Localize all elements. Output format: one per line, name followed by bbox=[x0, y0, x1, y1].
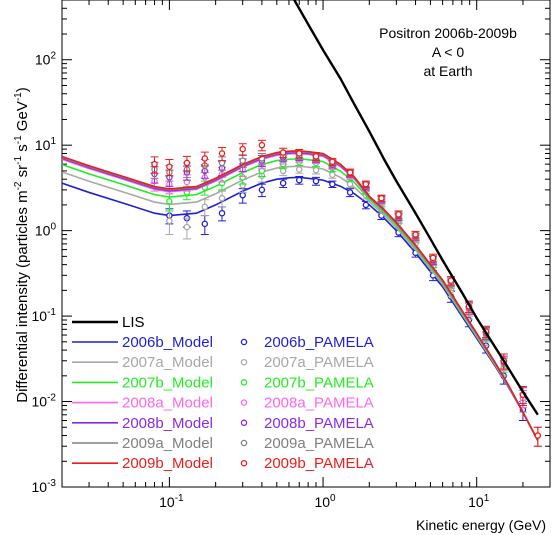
legend-data-label: 2009b_PAMELA bbox=[264, 455, 374, 472]
data-point-2007a bbox=[312, 166, 320, 174]
annotation: Positron 2006b-2009b A < 0 at Earth bbox=[379, 25, 517, 79]
legend-data-marker bbox=[240, 338, 248, 346]
data-point-2009b bbox=[183, 159, 191, 167]
data-point-2007a bbox=[329, 171, 336, 179]
data-point-2009b bbox=[429, 254, 437, 262]
lis-curve bbox=[293, 0, 539, 416]
annotation-line-1: Positron 2006b-2009b bbox=[379, 25, 517, 41]
data-point-2009b bbox=[378, 194, 385, 202]
data-point-2007a bbox=[201, 203, 209, 211]
legend-data-label: 2007a_PAMELA bbox=[264, 354, 374, 371]
x-axis-label: Kinetic energy (GeV) bbox=[416, 517, 546, 533]
data-point-2009b bbox=[329, 158, 336, 165]
data-point-2009b bbox=[239, 145, 246, 153]
data-point-2009b bbox=[258, 141, 266, 149]
legend-model-label: 2007a_Model bbox=[122, 354, 213, 371]
data-point-2007a bbox=[295, 166, 303, 173]
legend-data-marker bbox=[240, 399, 248, 406]
data-point-2009b bbox=[362, 180, 370, 188]
legend-data-marker bbox=[240, 459, 248, 467]
legend-data-marker bbox=[240, 379, 248, 386]
legend-model-label: 2009b_Model bbox=[122, 455, 213, 472]
data-point-2009a bbox=[239, 157, 246, 164]
legend-model-label: 2007b_Model bbox=[122, 374, 213, 391]
series-layer bbox=[62, 0, 542, 447]
y-tick-label: 10-2 bbox=[32, 393, 57, 410]
data-point-2009b bbox=[395, 211, 402, 218]
legend-data-label: 2008a_PAMELA bbox=[264, 395, 374, 412]
data-point-2007a bbox=[166, 217, 173, 225]
data-point-2009b bbox=[151, 160, 158, 168]
data-point-2007a bbox=[218, 194, 226, 202]
axis-tick-labels: 10-1 100 101 10-3 10-2 10-1 100 101 102 bbox=[32, 51, 490, 510]
data-point-2009b bbox=[412, 231, 419, 238]
legend-model-label: 2009a_Model bbox=[122, 435, 213, 452]
y-tick-label: 10-3 bbox=[32, 478, 57, 495]
y-tick-label: 100 bbox=[35, 222, 57, 239]
legend-data-marker bbox=[240, 419, 248, 427]
data-point-2006b bbox=[295, 176, 303, 184]
data-point-2009b bbox=[534, 432, 542, 439]
data-point-2009b bbox=[295, 150, 303, 157]
data-point-2006b bbox=[218, 209, 226, 217]
data-point-2009b bbox=[201, 155, 209, 162]
data-point-2009b bbox=[346, 169, 354, 176]
data-point-2006b bbox=[201, 220, 209, 228]
x-tick-label: 10-1 bbox=[159, 493, 184, 510]
legend-model-label: 2008b_Model bbox=[122, 415, 213, 432]
y-axis-label: Differential intensity (particles m-2 sr… bbox=[13, 87, 31, 402]
legend: LIS 2006b_Model 2006b_PAMELA 2007a_Model 20… bbox=[72, 314, 374, 472]
data-point-2006b bbox=[346, 189, 354, 196]
series-2009b bbox=[62, 139, 542, 447]
legend-lis-label: LIS bbox=[122, 314, 145, 331]
legend-data-label: 2007b_PAMELA bbox=[264, 374, 374, 391]
annotation-line-3: at Earth bbox=[423, 63, 472, 79]
data-point-2007a bbox=[346, 180, 354, 188]
y-tick-label: 10-1 bbox=[32, 307, 57, 324]
data-point-2006b bbox=[312, 177, 320, 185]
data-point-2007a bbox=[183, 223, 191, 231]
data-point-2006b bbox=[239, 191, 246, 199]
y-tick-label: 101 bbox=[35, 136, 57, 153]
legend-data-label: 2009a_PAMELA bbox=[264, 435, 374, 452]
legend-data-label: 2006b_PAMELA bbox=[264, 334, 374, 351]
data-point-2006b bbox=[258, 186, 266, 194]
data-point-2006b bbox=[329, 180, 336, 188]
data-point-2009b bbox=[279, 149, 287, 156]
data-point-2009a bbox=[218, 159, 226, 167]
data-point-2006b bbox=[362, 201, 370, 209]
data-point-2009b bbox=[218, 150, 226, 157]
data-point-2009b bbox=[166, 163, 173, 170]
data-point-2009b bbox=[312, 153, 320, 160]
annotation-line-2: A < 0 bbox=[432, 44, 465, 60]
data-point-2006b bbox=[279, 179, 287, 187]
x-tick-label: 101 bbox=[468, 493, 490, 510]
data-point-2007b bbox=[166, 198, 173, 205]
legend-model-label: 2008a_Model bbox=[122, 395, 213, 412]
x-tick-label: 100 bbox=[314, 493, 336, 510]
legend-data-label: 2008b_PAMELA bbox=[264, 415, 374, 432]
legend-model-label: 2006b_Model bbox=[122, 334, 213, 351]
legend-data-marker bbox=[240, 358, 248, 366]
legend-data-marker bbox=[240, 439, 248, 447]
y-tick-label: 102 bbox=[35, 51, 57, 68]
